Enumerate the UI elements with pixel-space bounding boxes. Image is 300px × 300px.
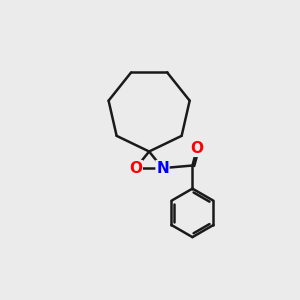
Text: O: O bbox=[129, 160, 142, 175]
Text: N: N bbox=[156, 160, 169, 175]
Text: O: O bbox=[190, 141, 203, 156]
